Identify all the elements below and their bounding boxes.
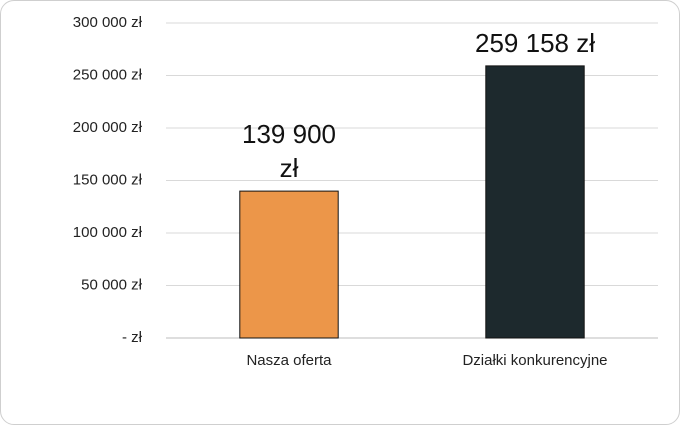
value-label-box: 259 158 zł xyxy=(450,1,620,60)
value-label-box: 139 900 zł xyxy=(234,101,344,185)
x-tick-label: Działki konkurencyjne xyxy=(462,352,607,369)
y-tick-label: - zł xyxy=(122,329,143,346)
value-label-wrap: 139 900 zł xyxy=(234,101,344,185)
y-tick-label: 250 000 zł xyxy=(73,66,143,83)
bar xyxy=(485,65,585,339)
y-tick-label: 300 000 zł xyxy=(73,14,143,31)
y-tick-label: 50 000 zł xyxy=(81,276,143,293)
value-label: 259 158 zł xyxy=(475,27,595,58)
x-tick-label: Nasza oferta xyxy=(246,352,332,369)
value-label: 139 900 zł xyxy=(242,119,336,184)
value-label-wrap: 259 158 zł xyxy=(450,1,620,60)
y-tick-label: 100 000 zł xyxy=(73,224,143,241)
y-tick-label: 150 000 zł xyxy=(73,171,143,188)
y-tick-label: 200 000 zł xyxy=(73,119,143,136)
bar xyxy=(239,190,339,339)
